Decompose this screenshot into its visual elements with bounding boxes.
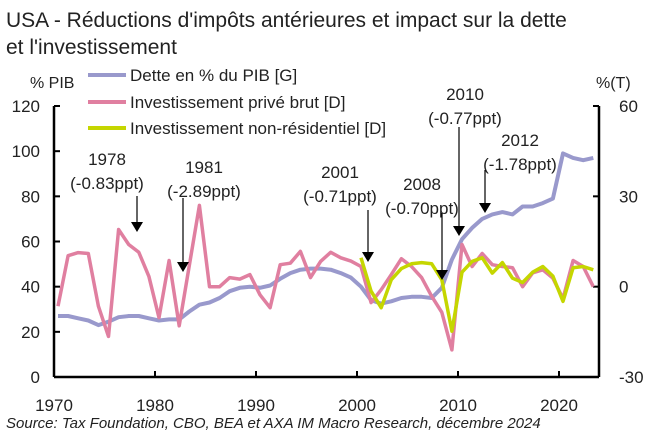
- legend-label-0: Dette en % du PIB [G]: [130, 66, 297, 85]
- annotation-year: 2012: [501, 131, 539, 150]
- legend-label-2: Investissement non-résidentiel [D]: [130, 119, 386, 138]
- y-left-tick-label: 60: [21, 233, 40, 252]
- arrow-down-icon: [453, 226, 465, 236]
- x-tick-label: 2010: [439, 396, 477, 415]
- annotation-year: 2001: [321, 163, 359, 182]
- arrow-down-icon: [131, 222, 143, 232]
- chart-title-line-2: et l'investissement: [6, 36, 177, 59]
- arrow-down-icon: [362, 252, 374, 262]
- legend-label-1: Investissement privé brut [D]: [130, 93, 345, 112]
- y-left-tick-label: 20: [21, 323, 40, 342]
- annotation-year: 1981: [185, 158, 223, 177]
- annotation-year: 1978: [88, 150, 126, 169]
- y-axis-left-label: % PIB: [30, 75, 74, 92]
- x-tick-label: 1980: [136, 396, 174, 415]
- source-note: Source: Tax Foundation, CBO, BEA et AXA …: [6, 415, 541, 432]
- y-left-tick-label: 80: [21, 187, 40, 206]
- x-tick-label: 1970: [35, 396, 73, 415]
- series-line-2: [359, 256, 594, 333]
- annotation-impact: (-0.83ppt): [70, 174, 144, 193]
- x-tick-label: 2000: [338, 396, 376, 415]
- y-left-tick-label: 100: [12, 142, 40, 161]
- y-left-tick-label: 0: [31, 368, 40, 387]
- series-line-0: [58, 151, 594, 328]
- y-right-tick-label: 30: [619, 187, 638, 206]
- y-right-tick-label: 60: [619, 97, 638, 116]
- x-tick-label: 1990: [237, 396, 275, 415]
- y-axis-right-label: %(T): [596, 75, 631, 92]
- arrow-down-icon: [177, 262, 189, 272]
- x-tick-label: 2020: [540, 396, 578, 415]
- annotation-impact: (-0.70ppt): [385, 199, 459, 218]
- y-left-tick-label: 40: [21, 278, 40, 297]
- annotation-impact: (-2.89ppt): [167, 182, 241, 201]
- annotation-impact: (-0.77ppt): [428, 109, 502, 128]
- arrow-down-icon: [479, 203, 491, 213]
- y-right-tick-label: 0: [619, 278, 628, 297]
- y-left-tick-label: 120: [12, 97, 40, 116]
- annotation-impact: (-1.78ppt): [483, 155, 557, 174]
- chart-title-line-1: USA - Réductions d'impôts antérieures et…: [6, 9, 567, 32]
- y-right-tick-label: -30: [619, 368, 644, 387]
- annotation-year: 2008: [403, 175, 441, 194]
- arrow-down-icon: [436, 270, 448, 280]
- annotation-impact: (-0.71ppt): [303, 187, 377, 206]
- annotation-year: 2010: [446, 85, 484, 104]
